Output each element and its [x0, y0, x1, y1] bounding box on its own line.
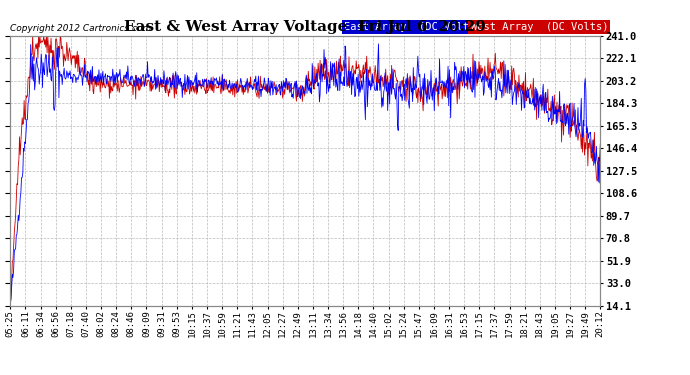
Text: West Array  (DC Volts): West Array (DC Volts)	[471, 22, 608, 32]
Title: East & West Array Voltage  Fri Jul 6  20:29: East & West Array Voltage Fri Jul 6 20:2…	[124, 21, 486, 34]
Text: East Array  (DC Volts): East Array (DC Volts)	[344, 22, 481, 32]
Text: Copyright 2012 Cartronics.com: Copyright 2012 Cartronics.com	[10, 24, 152, 33]
